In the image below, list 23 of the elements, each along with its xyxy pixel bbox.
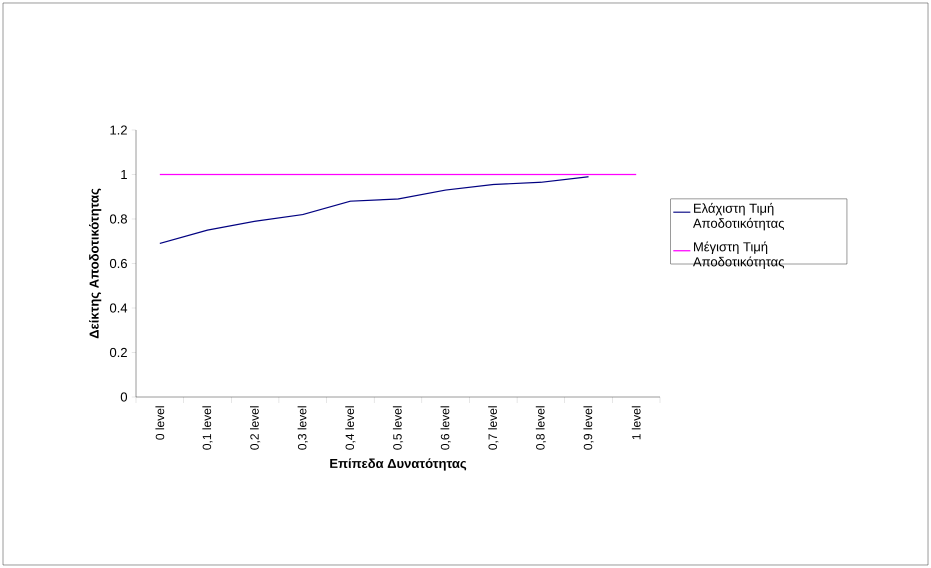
x-tick-label: 0,2 level (250, 406, 260, 450)
y-tick-label: 0.4 (110, 303, 128, 313)
line-series (159, 176, 590, 244)
x-tick-label: 0,9 level (583, 406, 594, 450)
x-tick-label: 0,5 level (392, 406, 404, 450)
y-tick-label: 1 (121, 170, 127, 179)
y-tick-label: 0.2 (110, 348, 127, 358)
legend-label: Ελάχιστη Τιμή Αποδοτικότητας (692, 202, 784, 230)
x-tick-label: 0,3 level (298, 406, 308, 450)
y-tick-label: 0.6 (110, 258, 127, 268)
y-tick-label: 0.8 (110, 214, 127, 224)
y-axis-title: Δείκτης Αποδοτικότητας (89, 188, 102, 338)
x-axis-title: Επίπεδα Δυνατότητας (330, 458, 466, 471)
x-tick-label: 0,8 level (536, 406, 546, 450)
y-tick-label: 0 (120, 392, 128, 402)
x-tick-label: 0,4 level (345, 406, 356, 450)
x-tick-label: 1 level (632, 406, 641, 440)
x-tick-label: 0,6 level (440, 406, 451, 450)
x-tick-label: 0 level (155, 406, 164, 440)
y-tick-label: 1.2 (110, 125, 127, 135)
x-tick-label: 0,1 level (202, 406, 213, 450)
legend-label: Μέγιστη Τιμή Αποδοτικότητας (692, 241, 784, 269)
x-tick-label: 0,7 level (488, 406, 498, 450)
